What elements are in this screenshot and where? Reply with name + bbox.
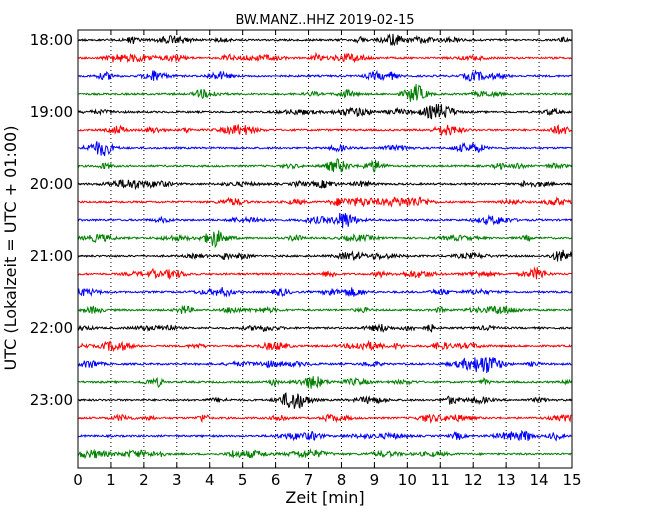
x-tick-label: 9 — [370, 471, 380, 489]
y-tick-label: 20:00 — [30, 175, 73, 193]
x-tick-label: 6 — [271, 471, 281, 489]
trace-2230 — [77, 357, 572, 373]
trace-group — [77, 33, 572, 460]
trace-2245 — [77, 376, 572, 389]
trace-2315 — [77, 413, 572, 425]
y-tick-label: 22:00 — [30, 319, 73, 337]
trace-1900 — [77, 103, 572, 120]
chart-title: BW.MANZ..HHZ 2019-02-15 — [235, 13, 414, 28]
trace-2000 — [77, 179, 572, 191]
trace-2100 — [77, 249, 572, 262]
x-tick-label: 11 — [431, 471, 450, 489]
trace-1915 — [77, 124, 572, 137]
trace-2215 — [77, 339, 572, 353]
trace-1930 — [77, 141, 572, 157]
y-tick-label: 18:00 — [30, 31, 73, 49]
y-tick-label: 23:00 — [30, 391, 73, 409]
trace-2015 — [77, 196, 572, 208]
trace-2030 — [77, 212, 572, 229]
x-tick-label: 8 — [337, 471, 347, 489]
x-tick-label: 5 — [238, 471, 248, 489]
trace-2330 — [77, 429, 572, 442]
x-tick-label: 1 — [106, 471, 116, 489]
x-tick-label: 7 — [304, 471, 314, 489]
x-tick-label: 0 — [73, 471, 83, 489]
trace-1945 — [77, 158, 572, 173]
trace-2345 — [77, 448, 572, 460]
trace-2145 — [77, 304, 572, 315]
trace-1815 — [77, 51, 572, 64]
trace-2045 — [77, 230, 572, 249]
x-tick-label: 15 — [562, 471, 581, 489]
x-tick-label: 4 — [205, 471, 215, 489]
x-tick-label: 2 — [139, 471, 149, 489]
y-axis: 18:00 19:00 20:00 21:00 22:00 23:00 — [30, 31, 572, 409]
trace-1800 — [77, 33, 572, 47]
trace-2130 — [77, 287, 572, 298]
y-tick-label: 19:00 — [30, 103, 73, 121]
x-tick-label: 12 — [464, 471, 483, 489]
trace-2300 — [77, 392, 572, 409]
x-axis-label: Zeit [min] — [285, 488, 364, 507]
y-axis-label: UTC (Lokalzeit = UTC + 01:00) — [1, 126, 20, 371]
trace-1830 — [77, 69, 572, 82]
trace-1845 — [77, 83, 572, 102]
x-tick-label: 14 — [530, 471, 549, 489]
x-tick-label: 10 — [398, 471, 417, 489]
x-tick-label: 13 — [497, 471, 516, 489]
x-axis: 0 1 2 3 4 5 6 7 8 9 10 11 12 13 14 15 — [73, 30, 582, 489]
trace-2200 — [77, 323, 572, 334]
grid-lines — [110, 30, 540, 468]
x-tick-label: 3 — [172, 471, 182, 489]
y-tick-label: 21:00 — [30, 247, 73, 265]
trace-2115 — [77, 266, 572, 281]
plot-frame — [77, 29, 573, 469]
